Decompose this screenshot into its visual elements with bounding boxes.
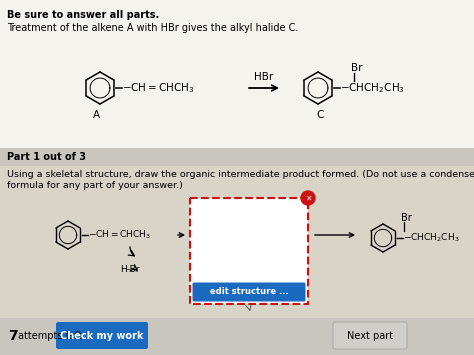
Text: $-$CH$=$CHCH$_3$: $-$CH$=$CHCH$_3$ [122, 81, 195, 95]
Circle shape [301, 191, 315, 205]
Bar [0, 148, 474, 166]
Bar [0, 318, 474, 355]
Text: A: A [92, 110, 100, 120]
Text: edit structure ...: edit structure ... [210, 288, 288, 296]
Text: HBr: HBr [255, 72, 273, 82]
FancyBboxPatch shape [192, 283, 306, 301]
Text: $-$CH$=$CHCH$_3$: $-$CH$=$CHCH$_3$ [88, 229, 151, 241]
Text: H-Br: H-Br [120, 265, 140, 274]
Text: Br: Br [401, 213, 412, 223]
Text: Using a skeletal structure, draw the organic intermediate product formed. (Do no: Using a skeletal structure, draw the org… [7, 170, 474, 179]
FancyBboxPatch shape [56, 322, 148, 349]
Text: 7: 7 [8, 329, 18, 343]
Text: $-$CHCH$_2$CH$_3$: $-$CHCH$_2$CH$_3$ [403, 232, 460, 244]
Text: formula for any part of your answer.): formula for any part of your answer.) [7, 181, 183, 190]
Bar [0, 0, 474, 148]
Text: Treatment of the alkene A with HBr gives the alkyl halide C.: Treatment of the alkene A with HBr gives… [7, 23, 298, 33]
Text: $-$CHCH$_2$CH$_3$: $-$CHCH$_2$CH$_3$ [340, 81, 405, 95]
Text: Part 1 out of 3: Part 1 out of 3 [7, 152, 86, 162]
Text: ✕: ✕ [305, 193, 311, 202]
Text: C: C [316, 110, 324, 120]
FancyBboxPatch shape [333, 322, 407, 349]
Bar [190, 198, 308, 304]
Text: Next part: Next part [347, 331, 393, 341]
Text: Br: Br [351, 63, 363, 73]
Text: Be sure to answer all parts.: Be sure to answer all parts. [7, 10, 159, 20]
Text: attempts left: attempts left [18, 331, 82, 341]
Text: Check my work: Check my work [60, 331, 144, 341]
